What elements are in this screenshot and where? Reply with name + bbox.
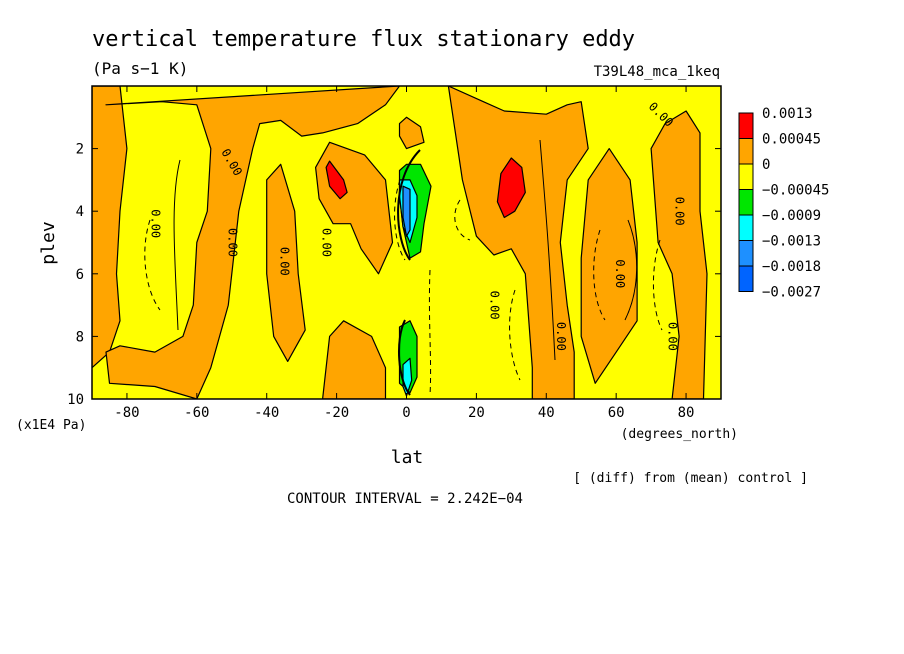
- contour-label: 0.00: [554, 322, 568, 351]
- colorbar-label: −0.00045: [762, 183, 829, 199]
- colorbar-swatch: [738, 265, 754, 292]
- colorbar: 0.0013 0.00045 0 −0.00045 −0.0009 −0.0013 −0.0…: [738, 106, 829, 301]
- contour-region-negative: [402, 185, 411, 237]
- colorbar-swatch: [738, 112, 754, 139]
- contour-region-high: [325, 160, 348, 200]
- annotation-diff: [ (diff) from (mean) control ]: [573, 471, 808, 486]
- contour-region-positive: [580, 148, 638, 384]
- x-tick-label: 0: [402, 405, 410, 421]
- contour-interval-label: CONTOUR INTERVAL = 2.242E−04: [287, 491, 523, 507]
- y-tick-label: 8: [76, 329, 84, 345]
- y-tick-label: 10: [67, 392, 84, 408]
- contour-label: 0.00: [320, 228, 334, 257]
- x-tick-label: 60: [608, 405, 625, 421]
- y-axis-units: (x1E4 Pa): [16, 418, 86, 433]
- chart-title: vertical temperature flux stationary edd…: [92, 27, 635, 52]
- y-tick-label: 4: [76, 204, 84, 220]
- contour-lines: [144, 139, 663, 396]
- y-tick-label: 2: [76, 142, 84, 158]
- contour-label: 0.00: [278, 247, 292, 276]
- colorbar-label: 0: [762, 157, 770, 173]
- colorbar-label: −0.0018: [762, 259, 821, 275]
- y-axis: 2 4 6 8 10: [67, 142, 721, 408]
- contour-label: 0.00: [666, 322, 680, 351]
- plot-area: 0.000.000.000.000.000.000.000.000.000.00…: [91, 85, 722, 400]
- contour-region-positive: [105, 86, 401, 399]
- colorbar-label: 0.00045: [762, 132, 821, 148]
- colorbar-swatch: [738, 138, 754, 165]
- contour-region-positive: [398, 116, 425, 150]
- x-tick-label: -80: [114, 405, 139, 421]
- experiment-label: T39L48_mca_1keq: [594, 64, 720, 80]
- y-tick-label: 6: [76, 267, 84, 283]
- x-tick-label: 20: [468, 405, 485, 421]
- contour-label: 0.00: [673, 197, 687, 226]
- contour-label: 0.00: [487, 291, 501, 320]
- x-axis: -80 -60 -40 -20 0 20 40 60 80: [114, 86, 694, 421]
- units-label: (Pa s−1 K): [92, 59, 188, 78]
- x-axis-units: (degrees_north): [621, 427, 738, 442]
- colorbar-label: 0.0013: [762, 106, 813, 122]
- x-tick-label: -60: [184, 405, 209, 421]
- colorbar-label: −0.0013: [762, 234, 821, 250]
- x-tick-label: -40: [254, 405, 279, 421]
- x-tick-label: -20: [324, 405, 349, 421]
- contour-region-positive: [266, 163, 306, 362]
- colorbar-label: −0.0009: [762, 208, 821, 224]
- colorbar-swatch: [738, 240, 754, 267]
- x-tick-label: 80: [678, 405, 695, 421]
- colorbar-swatch: [738, 214, 754, 241]
- x-axis-label: lat: [391, 447, 424, 468]
- contour-region-positive: [322, 320, 387, 399]
- colorbar-swatch: [738, 189, 754, 216]
- y-axis-label: plev: [38, 221, 59, 264]
- x-tick-label: 40: [538, 405, 555, 421]
- colorbar-swatch: [738, 163, 754, 190]
- colorbar-label: −0.0027: [762, 285, 821, 301]
- contour-label: 0.00: [148, 209, 162, 238]
- contour-region-positive: [650, 110, 708, 399]
- contour-label: 0.00: [225, 228, 239, 257]
- contour-label: 0.00: [613, 259, 627, 288]
- contour-region-high: [496, 157, 526, 219]
- contour-region-positive: [92, 86, 128, 369]
